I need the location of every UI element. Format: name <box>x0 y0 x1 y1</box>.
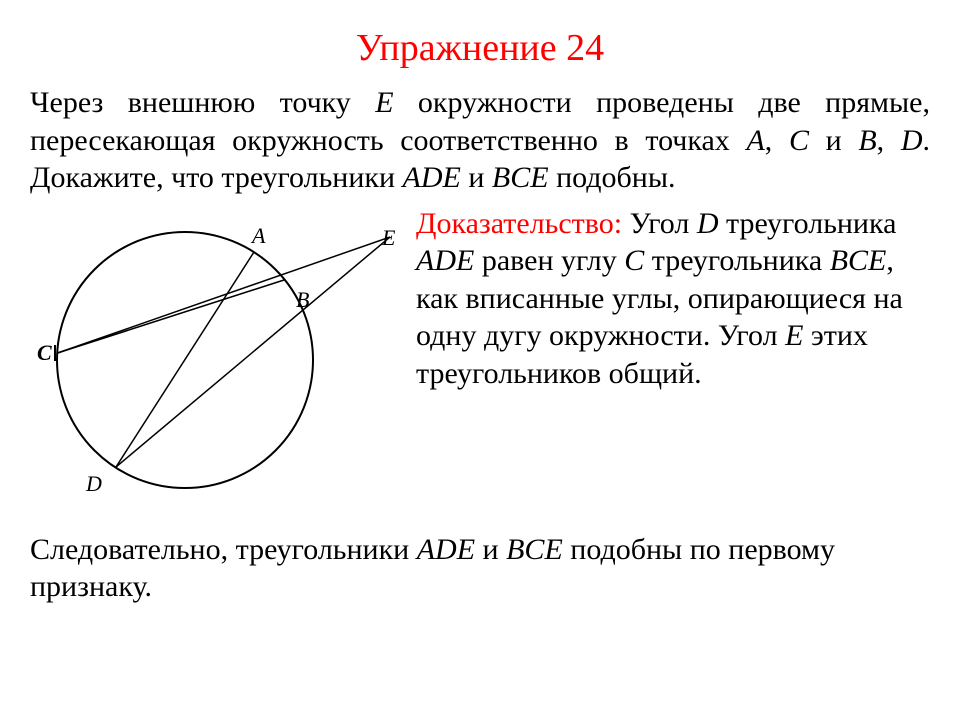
tri-BCE: BCE <box>506 533 563 566</box>
var-E: E <box>375 86 393 119</box>
var-B: B <box>858 124 876 157</box>
proof-text: треугольника <box>719 207 897 240</box>
svg-text:A: A <box>250 223 266 248</box>
conclusion-text: и <box>475 533 506 566</box>
angle-D: D <box>697 207 719 240</box>
geometry-diagram: C A E B D <box>30 205 410 501</box>
var-A: A <box>746 124 764 157</box>
tri-BCE: BCE <box>492 161 549 194</box>
proof-label: Доказательство: <box>416 207 622 240</box>
angle-E: E <box>785 319 803 352</box>
proof-text: Угол <box>622 207 697 240</box>
tri-BCE: BCE <box>830 244 887 277</box>
proof-paragraph: Доказательство: Угол D треугольника ADE … <box>410 205 930 501</box>
problem-text: Через внешнюю точку <box>30 86 375 119</box>
problem-statement: Через внешнюю точку E окружности проведе… <box>30 84 930 197</box>
svg-text:C: C <box>37 340 52 365</box>
proof-text: равен углу <box>474 244 624 277</box>
problem-text: , <box>765 124 789 157</box>
problem-text: и <box>461 161 492 194</box>
proof-text: треугольника <box>644 244 829 277</box>
conclusion-paragraph: Следовательно, треугольники ADE и BCE по… <box>30 531 930 606</box>
tri-ADE: ADE <box>403 161 461 194</box>
var-C: C <box>789 124 809 157</box>
svg-text:B: B <box>296 287 309 312</box>
problem-text: и <box>809 124 858 157</box>
conclusion-text: Следовательно, треугольники <box>30 533 417 566</box>
svg-text:D: D <box>85 471 102 496</box>
tri-ADE: ADE <box>416 244 474 277</box>
svg-text:E: E <box>381 225 396 250</box>
exercise-title: Упражнение 24 <box>30 26 930 70</box>
mid-row: C A E B D Доказательство: Угол D треугольник… <box>30 205 930 501</box>
var-D: D <box>901 124 923 157</box>
angle-C: C <box>624 244 644 277</box>
problem-text: , <box>877 124 901 157</box>
tri-ADE: ADE <box>417 533 475 566</box>
slide: Упражнение 24 Через внешнюю точку E окру… <box>0 0 960 720</box>
problem-text: подобны. <box>549 161 676 194</box>
diagram-svg: C A E B D <box>30 205 410 501</box>
